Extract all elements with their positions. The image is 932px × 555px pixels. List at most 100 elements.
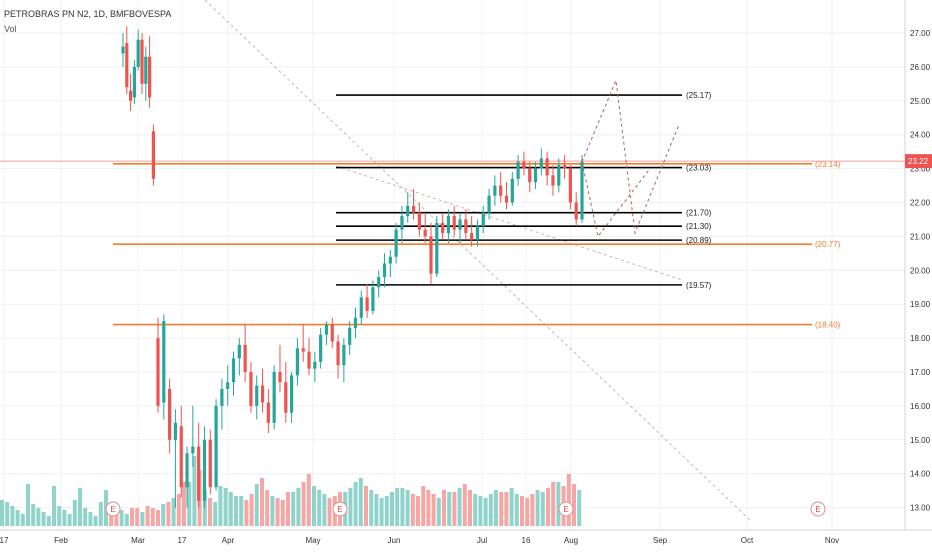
earnings-marker bbox=[558, 501, 574, 517]
volume-bar bbox=[260, 478, 264, 526]
volume-bar bbox=[421, 486, 426, 526]
volume-bar bbox=[72, 500, 77, 526]
volume-bar bbox=[426, 490, 431, 526]
volume-bar bbox=[88, 512, 93, 526]
volume-bar bbox=[535, 490, 540, 526]
volume-bar bbox=[192, 456, 197, 526]
volume-bar bbox=[135, 508, 140, 526]
volume-bar bbox=[239, 496, 244, 526]
time-axis: 17 Feb Mar 17 Apr May Jun Jul 16 Aug Sep Oct Nov bbox=[0, 529, 932, 545]
volume-bar bbox=[150, 508, 155, 526]
candle-body bbox=[348, 327, 352, 345]
earnings-marker-label: E bbox=[563, 505, 568, 514]
price-tick-label: 22.00 bbox=[910, 199, 931, 208]
volume-bar bbox=[182, 482, 186, 526]
candle-body bbox=[173, 422, 178, 440]
volume-bar bbox=[546, 488, 550, 526]
volume-bar bbox=[520, 496, 524, 526]
last-price-badge bbox=[905, 154, 932, 169]
earnings-marker-label: E bbox=[815, 505, 820, 514]
volume-bar bbox=[473, 494, 478, 526]
volume-bar bbox=[161, 504, 166, 526]
candle-body bbox=[388, 256, 392, 264]
volume-bar bbox=[124, 514, 129, 526]
time-tick-label: Feb bbox=[54, 536, 68, 545]
volume-bar bbox=[348, 488, 353, 526]
candle-body bbox=[202, 439, 207, 501]
candle-body bbox=[441, 222, 445, 234]
candle-body bbox=[168, 388, 172, 440]
candle-body bbox=[446, 216, 451, 234]
volume-bar bbox=[405, 490, 410, 526]
volume-bar bbox=[130, 508, 134, 526]
candle-body bbox=[574, 202, 578, 220]
candle-body bbox=[129, 90, 133, 101]
volume-bar bbox=[494, 490, 498, 526]
volume-bar bbox=[93, 516, 98, 526]
volume-bar bbox=[327, 498, 332, 526]
volume-bar bbox=[395, 488, 400, 526]
time-tick-label: Oct bbox=[741, 536, 754, 545]
volume-bar bbox=[280, 500, 285, 526]
price-tick-label: 20.00 bbox=[910, 266, 931, 275]
candle-body bbox=[470, 233, 474, 240]
support-label: (23.14) bbox=[815, 160, 841, 169]
volume-bar bbox=[46, 516, 51, 526]
volume-bar bbox=[468, 490, 472, 526]
support-label: (18.40) bbox=[815, 321, 841, 330]
candle-body bbox=[417, 212, 421, 230]
time-tick-label: Mar bbox=[131, 536, 145, 545]
volume-bar bbox=[369, 490, 374, 526]
price-tick-label: 18.00 bbox=[910, 334, 931, 343]
candle-body bbox=[266, 402, 270, 423]
candle-body bbox=[197, 446, 201, 501]
candle-body bbox=[231, 358, 236, 383]
volume-bar bbox=[291, 492, 296, 526]
volume-bar bbox=[436, 498, 441, 526]
time-tick-label: Apr bbox=[222, 536, 235, 545]
volume-bar bbox=[156, 510, 160, 526]
price-tick-label: 16.00 bbox=[910, 402, 931, 411]
time-tick-label: 17 bbox=[0, 536, 9, 545]
candle-body bbox=[435, 222, 439, 274]
volume-bar bbox=[530, 494, 535, 526]
projection-path-a bbox=[581, 78, 680, 235]
volume-bar bbox=[416, 496, 420, 526]
candle-body bbox=[353, 317, 358, 328]
time-tick-label: May bbox=[305, 536, 320, 545]
volume-bar bbox=[551, 482, 556, 526]
volume-bar bbox=[52, 486, 56, 526]
earnings-marker-label: E bbox=[110, 505, 115, 514]
candle-body bbox=[179, 426, 183, 488]
candle-body bbox=[284, 382, 288, 413]
volume-bar bbox=[36, 508, 41, 526]
candle-body bbox=[156, 338, 160, 406]
candle-body bbox=[132, 66, 136, 98]
volume-bar bbox=[275, 498, 280, 526]
volume-bar bbox=[62, 510, 67, 526]
volume-bar bbox=[556, 482, 561, 526]
candle-body bbox=[220, 388, 224, 406]
candle-body bbox=[533, 168, 538, 183]
earnings-marker bbox=[105, 501, 121, 517]
price-tick-label: 27.00 bbox=[910, 29, 931, 38]
candle-body bbox=[481, 212, 485, 227]
volume-bar bbox=[57, 506, 62, 526]
candle-body bbox=[493, 185, 497, 196]
volume-bar bbox=[384, 496, 389, 526]
candle-body bbox=[185, 453, 189, 488]
volume-bar bbox=[202, 490, 207, 526]
volume-bar bbox=[525, 498, 530, 526]
volume-bar bbox=[5, 502, 10, 526]
volume-bar bbox=[208, 498, 212, 526]
time-tick-label: 17 bbox=[178, 536, 187, 545]
candle-body bbox=[423, 229, 427, 237]
candle-body bbox=[151, 131, 155, 179]
volume-bar bbox=[457, 488, 462, 526]
volume-bar bbox=[577, 490, 582, 526]
volume-bar bbox=[223, 488, 228, 526]
volume-bar bbox=[566, 474, 571, 526]
volume-bar bbox=[447, 492, 452, 526]
